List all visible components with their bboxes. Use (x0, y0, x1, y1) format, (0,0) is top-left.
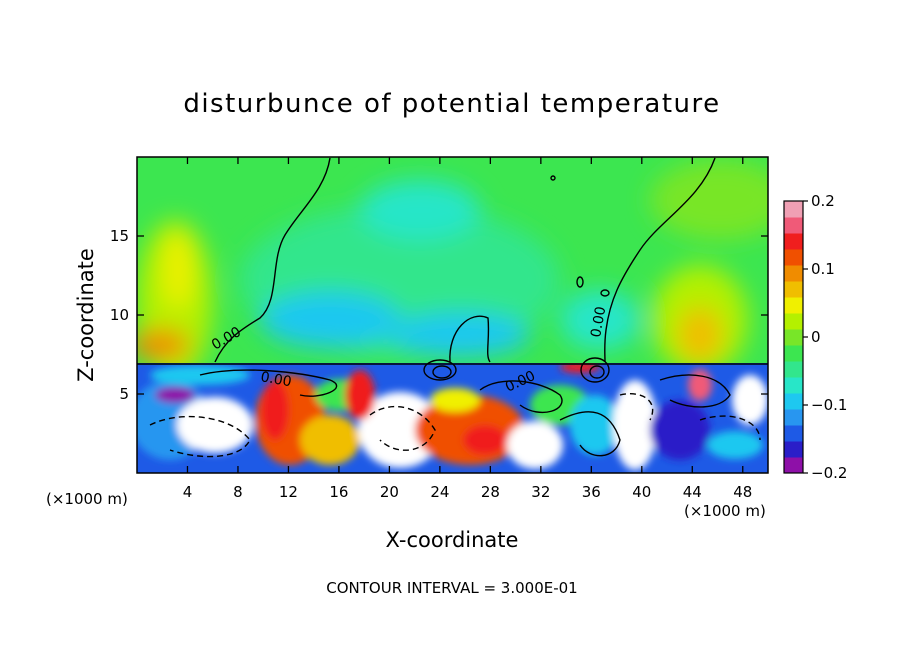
x-tick-label: 28 (481, 483, 500, 501)
colorbar-segment (784, 297, 803, 314)
contour-small-3 (550, 175, 556, 181)
lower-blue-right (650, 400, 710, 460)
y-tick-label: 5 (119, 385, 129, 403)
lower-dashed-3 (619, 393, 654, 421)
chart-title: disturbunce of potential temperature (183, 89, 720, 119)
upper-field (137, 157, 768, 363)
y-tick-label: 10 (110, 306, 129, 324)
lower-dashed-1 (149, 415, 251, 458)
zero-contour-right (604, 157, 716, 363)
contour-small-2 (576, 276, 584, 288)
contour-cluster-1b (432, 365, 452, 379)
lower-white-left (177, 397, 253, 453)
x-tick-label: 44 (683, 483, 702, 501)
x-tick-label: 8 (233, 483, 243, 501)
warm-anomaly-left-core (164, 230, 192, 310)
colorbar-ticks: 0.2 0.1 0 −0.1 −0.2 (803, 192, 847, 482)
lower-white-centre (358, 392, 442, 468)
colorbar-segment (784, 377, 803, 394)
colorbar-segment (784, 329, 803, 346)
x-tick-label: 24 (430, 483, 449, 501)
lower-cyan-2 (570, 395, 620, 455)
lower-contour-4 (659, 374, 731, 408)
contour-label-3: 0.00 (588, 305, 609, 338)
contour-cluster-2 (580, 357, 610, 383)
lower-white-plume (613, 380, 657, 470)
warm-anomaly-left-base (137, 329, 190, 361)
colorbar-segment (784, 361, 803, 378)
colorbar-tick-label: 0 (811, 328, 821, 346)
lower-white-far-right (732, 375, 768, 425)
colorbar-segment (784, 441, 803, 458)
colorbar-segment (784, 345, 803, 362)
x-tick-label: 36 (582, 483, 601, 501)
lower-dashed-2 (369, 405, 436, 451)
colorbar-segment (784, 233, 803, 250)
x-tick-label: 16 (329, 483, 348, 501)
lower-contour-2 (479, 380, 563, 414)
lower-white-right (507, 421, 563, 469)
colorbar-segment (784, 409, 803, 426)
contour-cluster-2b (589, 365, 605, 379)
colorbar (783, 200, 804, 474)
colorbar-tick-label: −0.2 (811, 464, 847, 482)
colorbar-segment (784, 393, 803, 410)
lower-field (137, 363, 768, 473)
lower-red-3 (463, 425, 507, 455)
contour-label-2: 0.00 (259, 369, 292, 390)
lower-contour-1 (199, 369, 338, 397)
colorbar-segment (784, 313, 803, 330)
x-tick-label: 32 (531, 483, 550, 501)
plot-area: 0.00 0.00 0.00 0.00 (136, 156, 769, 474)
x-tick-label: 40 (632, 483, 651, 501)
x-tick-label: 48 (733, 483, 752, 501)
lower-cyan-far-right (707, 431, 763, 459)
lower-yellow-3 (430, 388, 480, 412)
colorbar-tick-label: 0.2 (811, 192, 835, 210)
colorbar-segment (784, 249, 803, 266)
warm-anomaly-right-core (678, 307, 722, 363)
colorbar-segment (784, 425, 803, 442)
contour-small-1 (600, 289, 610, 297)
lower-red-1 (261, 380, 289, 440)
contours (149, 157, 761, 458)
x-tick-label: 4 (183, 483, 193, 501)
lower-warm-2 (300, 415, 360, 465)
green-top-right (650, 160, 768, 240)
x-tick-label: 12 (279, 483, 298, 501)
lower-red-centre (345, 370, 375, 420)
contour-interval: CONTOUR INTERVAL = 3.000E-01 (326, 579, 577, 597)
colorbar-segment (784, 265, 803, 282)
x-axis: 4 8 12 16 20 24 28 32 36 40 44 48 (183, 157, 752, 501)
x-tick-label: 20 (380, 483, 399, 501)
colorbar-segment (784, 281, 803, 298)
y-axis-label: Z-coordinate (74, 248, 98, 382)
x-unit-left: (×1000 m) (46, 490, 128, 508)
lower-contour-3 (559, 411, 621, 457)
colorbar-segment (784, 217, 803, 234)
colorbar-tick-label: −0.1 (811, 396, 847, 414)
colorbar-segment (784, 457, 803, 474)
zero-contour-bubble (449, 315, 491, 363)
lower-purple (155, 387, 195, 403)
colorbar-tick-label: 0.1 (811, 260, 835, 278)
cool-core-centre (390, 313, 530, 357)
y-tick-label: 15 (110, 227, 129, 245)
cool-core-left (260, 292, 400, 348)
colorbar-segment (784, 201, 803, 218)
y-axis: 5 10 15 (110, 227, 768, 403)
contour-cluster-1 (423, 359, 457, 381)
zero-contour-left (214, 157, 331, 363)
x-axis-label: X-coordinate (386, 528, 519, 552)
x-unit-right: (×1000 m) (684, 502, 766, 520)
cool-core-right (560, 290, 640, 350)
lower-warm-right (688, 369, 712, 401)
lower-dashed-4 (699, 415, 761, 441)
cool-region-mid (360, 180, 480, 240)
